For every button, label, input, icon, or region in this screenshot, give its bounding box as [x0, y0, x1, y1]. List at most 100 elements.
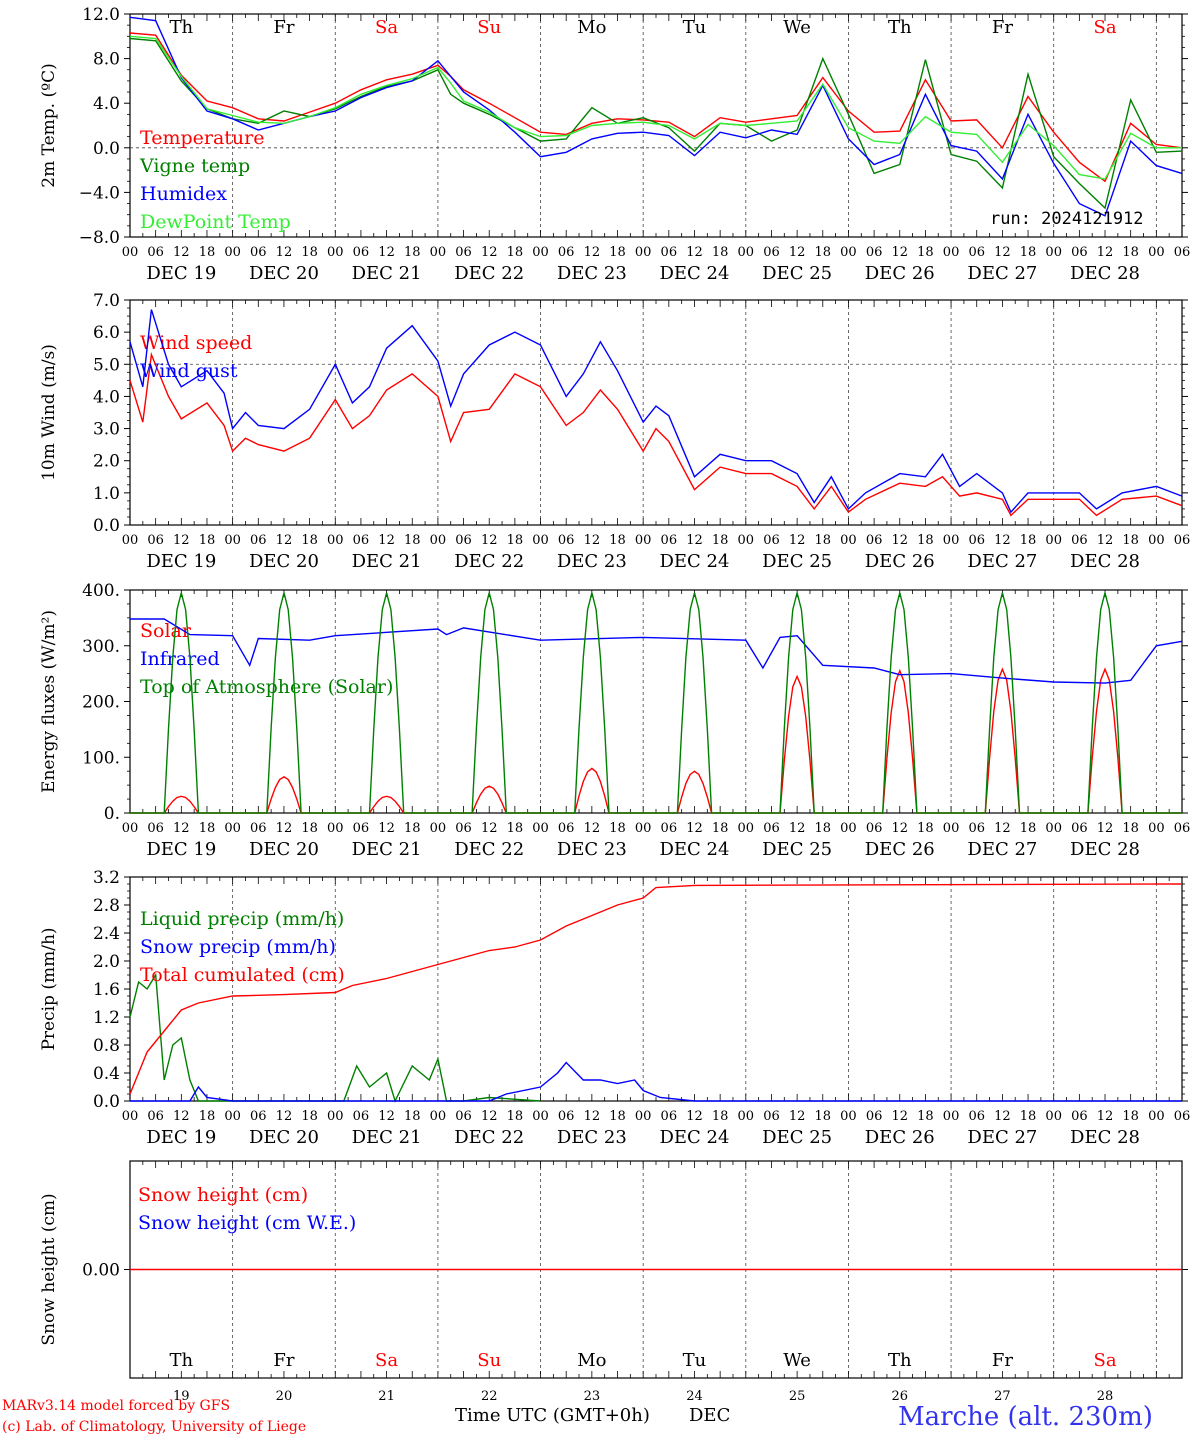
hour-tick-label: 12 — [276, 1109, 293, 1124]
weekday-label: We — [783, 1350, 811, 1371]
hour-tick-label: 12 — [891, 245, 908, 260]
weekday-label: Fr — [273, 17, 294, 38]
y-tick-label: 2.8 — [93, 896, 120, 916]
hour-tick-label: 06 — [250, 533, 267, 548]
hour-tick-label: 00 — [430, 1109, 447, 1124]
hour-tick-label: 00 — [1148, 245, 1165, 260]
hour-tick-label: 00 — [122, 533, 139, 548]
hour-tick-label: 00 — [224, 245, 241, 260]
day-number-label: 19 — [173, 1389, 190, 1404]
hour-tick-label: 18 — [815, 1109, 832, 1124]
day-number-label: 27 — [994, 1389, 1011, 1404]
hour-tick-label: 00 — [943, 1109, 960, 1124]
date-label: DEC 28 — [1070, 263, 1140, 284]
weekday-label: Mo — [577, 17, 606, 38]
hour-tick-label: 12 — [789, 245, 806, 260]
panel-1: 12.0 8.0 4.0 0.0 −4.0 −8.0 2m Temp. (ºC) 00 06 12… — [39, 5, 1190, 284]
series-line — [129, 35, 1182, 180]
series-line — [130, 1061, 1182, 1102]
y-axis-title: Energy fluxes (W/m²) — [39, 610, 59, 793]
hour-tick-label: 18 — [815, 533, 832, 548]
hour-tick-label: 06 — [1071, 533, 1088, 548]
hour-tick-label: 06 — [1174, 245, 1191, 260]
day-number-label: 22 — [481, 1389, 498, 1404]
date-label: DEC 22 — [454, 263, 524, 284]
hour-tick-label: 06 — [968, 533, 985, 548]
hour-tick-label: 18 — [1020, 821, 1037, 836]
hour-tick-label: 00 — [327, 533, 344, 548]
hour-tick-label: 00 — [122, 1109, 139, 1124]
y-axis-title: Snow height (cm) — [39, 1193, 59, 1345]
hour-tick-label: 00 — [224, 821, 241, 836]
series-line — [129, 16, 1183, 217]
legend-entry: Snow height (cm) — [138, 1184, 308, 1206]
y-tick-label: 0.00 — [82, 1261, 120, 1281]
date-label: DEC 23 — [557, 263, 627, 284]
hour-tick-label: 12 — [276, 821, 293, 836]
y-tick-label: 1.2 — [93, 1008, 120, 1028]
hour-tick-label: 00 — [122, 245, 139, 260]
hour-tick-label: 06 — [558, 245, 575, 260]
hour-tick-label: 18 — [609, 245, 626, 260]
date-label: DEC 21 — [352, 1127, 422, 1148]
hour-tick-label: 00 — [1045, 821, 1062, 836]
date-label: DEC 24 — [659, 1127, 729, 1148]
hour-tick-label: 12 — [686, 533, 703, 548]
legend-entry: Vigne temp — [139, 155, 250, 177]
weekday-label: Su — [477, 1350, 501, 1371]
series-line — [129, 351, 1183, 517]
hour-tick-label: 06 — [968, 1109, 985, 1124]
hour-tick-label: 18 — [301, 245, 318, 260]
series-line — [129, 309, 1183, 514]
hour-tick-label: 06 — [558, 1109, 575, 1124]
weekday-label: Mo — [577, 1350, 606, 1371]
hour-tick-label: 00 — [532, 821, 549, 836]
y-tick-label: 1.0 — [93, 484, 120, 504]
day-number-label: 26 — [891, 1389, 908, 1404]
date-label: DEC 25 — [762, 1127, 832, 1148]
weekday-label: Th — [888, 1350, 912, 1371]
hour-tick-label: 12 — [481, 821, 498, 836]
y-tick-label: 2.0 — [93, 452, 120, 472]
hour-tick-label: 06 — [661, 1109, 678, 1124]
hour-tick-label: 18 — [1122, 245, 1139, 260]
y-tick-label: 0.4 — [93, 1064, 120, 1084]
hour-tick-label: 18 — [404, 821, 421, 836]
hour-tick-label: 18 — [917, 533, 934, 548]
day-number-label: 20 — [276, 1389, 293, 1404]
y-tick-label: 5.0 — [93, 355, 120, 375]
weekday-label: Th — [888, 17, 912, 38]
hour-tick-label: 12 — [1097, 245, 1114, 260]
legend-entry: DewPoint Temp — [140, 211, 291, 233]
date-label: DEC 24 — [659, 551, 729, 572]
hour-tick-label: 18 — [712, 533, 729, 548]
date-label: DEC 19 — [146, 551, 216, 572]
hour-tick-label: 12 — [276, 245, 293, 260]
y-tick-label: 0. — [104, 804, 120, 824]
date-label: DEC 26 — [865, 263, 935, 284]
hour-tick-label: 12 — [378, 1109, 395, 1124]
hour-tick-label: 18 — [712, 1109, 729, 1124]
legend-entry: Liquid precip (mm/h) — [140, 908, 344, 930]
date-label: DEC 26 — [865, 551, 935, 572]
date-label: DEC 22 — [454, 551, 524, 572]
weekday-label: Fr — [273, 1350, 294, 1371]
legend-entry: Snow precip (mm/h) — [140, 936, 336, 958]
weekday-label: Fr — [992, 1350, 1013, 1371]
date-label: DEC 22 — [454, 1127, 524, 1148]
station-label: Marche (alt. 230m) — [898, 1402, 1153, 1432]
y-axis-title: 2m Temp. (ºC) — [39, 63, 59, 188]
day-number-label: 28 — [1097, 1389, 1114, 1404]
hour-tick-label: 06 — [1174, 1109, 1191, 1124]
hour-tick-label: 00 — [840, 245, 857, 260]
date-label: DEC 27 — [967, 839, 1037, 860]
xaxis-title: Time UTC (GMT+0h) — [455, 1405, 650, 1426]
hour-tick-label: 12 — [173, 533, 190, 548]
hour-tick-label: 00 — [635, 533, 652, 548]
hour-tick-label: 12 — [173, 821, 190, 836]
hour-tick-label: 18 — [404, 533, 421, 548]
date-label: DEC 28 — [1070, 839, 1140, 860]
hour-tick-label: 12 — [1097, 821, 1114, 836]
hour-tick-label: 00 — [635, 821, 652, 836]
y-tick-label: 7.0 — [93, 291, 120, 311]
